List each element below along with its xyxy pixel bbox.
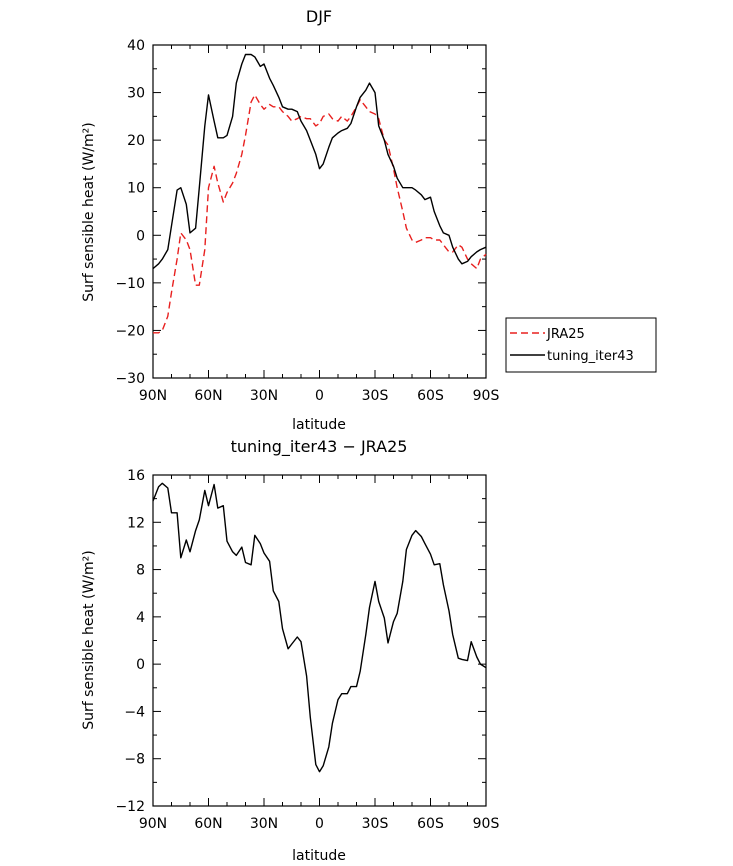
x-tick-label: 90S [473,816,500,832]
x-tick-label: 30S [362,388,389,404]
plot-frame [152,474,487,807]
y-tick-label: 0 [136,657,145,673]
x-tick-label: 30N [250,388,278,404]
legend-label-tuning-iter43: tuning_iter43 [547,349,634,364]
y-tick-label: 8 [136,563,145,579]
y-tick-labels: −30 −20 −10 0 10 20 30 40 [115,38,145,387]
y-tick-label: −4 [124,704,145,720]
series-line-tuning-iter43 [152,53,487,270]
chart-difference: tuning_iter43 − JRA25 latitude Surf sens… [81,437,499,864]
y-tick-label: 10 [127,181,145,197]
legend-label-jra25: JRA25 [546,327,585,342]
x-tick-label: 60S [417,388,444,404]
x-axis-label: latitude [292,417,346,433]
y-tick-label: 40 [127,38,145,54]
x-tick-label: 90N [139,388,167,404]
legend-box [505,317,657,373]
series-lines [152,53,487,334]
x-tick-label: 90N [139,816,167,832]
x-tick-label: 60S [417,816,444,832]
x-tick-label: 30S [362,816,389,832]
x-tick-label: 0 [315,816,324,832]
x-tick-label: 60N [194,816,222,832]
x-tick-label: 60N [194,388,222,404]
x-tick-label: 90S [473,388,500,404]
chart-title: DJF [306,7,332,26]
y-tick-labels: −12 −8 −4 0 4 8 12 16 [115,468,145,815]
x-tick-label: 30N [250,816,278,832]
x-tick-labels: 90N 60N 30N 0 30S 60S 90S [139,388,500,404]
y-tick-label: −8 [124,752,145,768]
y-tick-label: 12 [127,515,145,531]
y-tick-label: 16 [127,468,145,484]
y-tick-label: 0 [136,228,145,244]
series-line-jra25 [153,94,487,334]
y-tick-label: 4 [136,610,145,626]
y-axis-label: Surf sensible heat (W/m²) [81,550,97,729]
axis-ticks [152,474,487,807]
y-axis-label: Surf sensible heat (W/m²) [81,122,97,301]
plot-frame [152,44,487,379]
series-lines [152,482,487,773]
y-tick-label: −30 [115,371,145,387]
x-tick-labels: 90N 60N 30N 0 30S 60S 90S [139,816,500,832]
x-axis-label: latitude [292,848,346,864]
legend: JRA25 tuning_iter43 [505,317,657,373]
y-tick-label: −20 [115,323,145,339]
y-tick-label: −12 [115,799,145,815]
y-tick-label: 20 [127,133,145,149]
x-tick-label: 0 [315,388,324,404]
axis-ticks [152,44,487,379]
chart-djf: DJF latitude Surf sensible heat (W/m²) 9… [81,7,657,433]
y-tick-label: 30 [127,86,145,102]
series-line-tuning-iter43-jra25 [152,482,487,773]
y-tick-label: −10 [115,276,145,292]
chart-title: tuning_iter43 − JRA25 [231,437,408,457]
